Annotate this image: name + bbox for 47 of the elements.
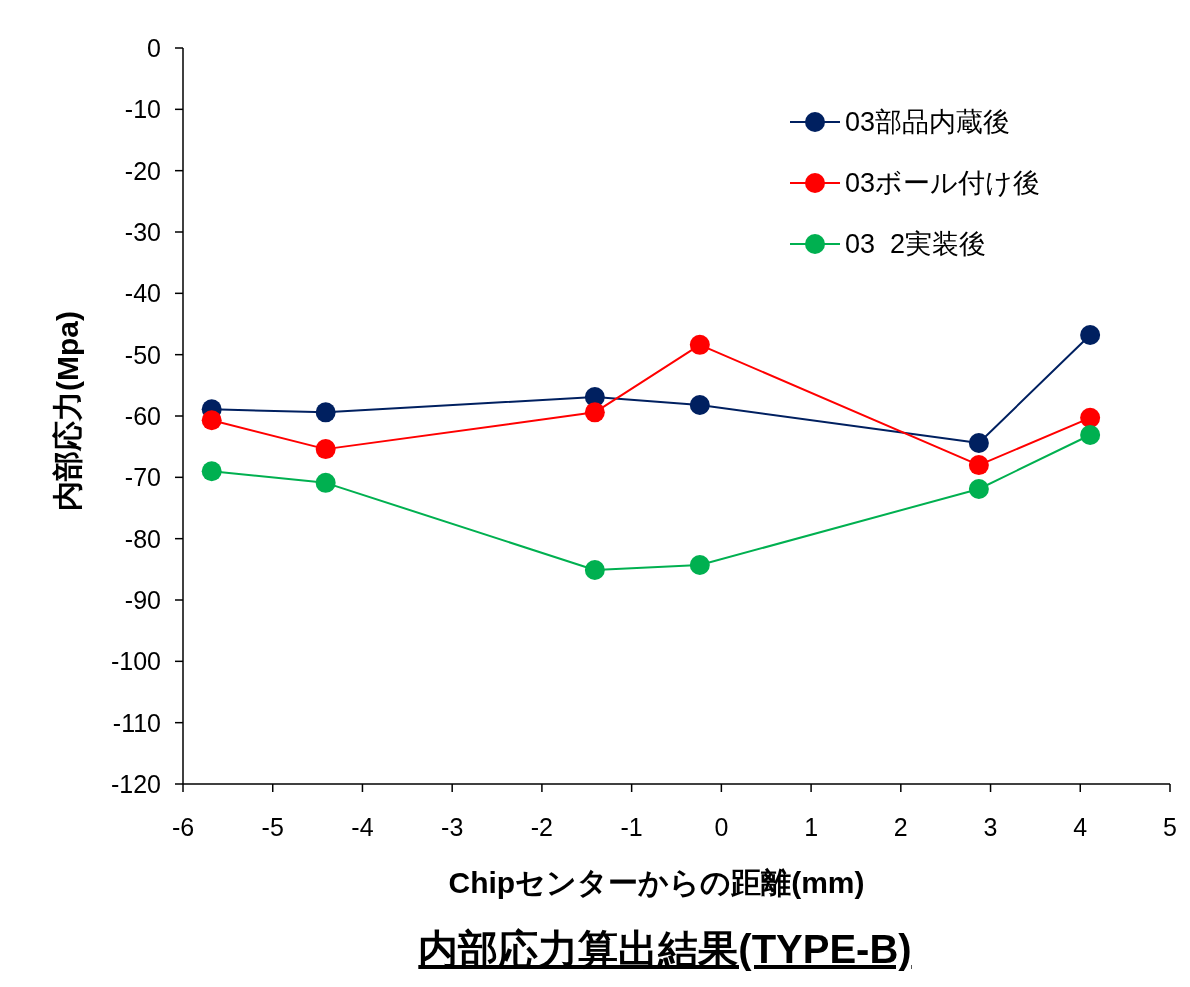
y-tick-label: -20 xyxy=(124,156,161,185)
text: 内部応力算出結果(TYPE-B) xyxy=(418,927,912,971)
x-tick-label: 2 xyxy=(893,813,908,841)
x-tick-label: 4 xyxy=(1073,813,1088,841)
x-tick-label: -3 xyxy=(441,813,464,841)
point xyxy=(315,402,336,423)
y-tick-label: -70 xyxy=(124,463,161,492)
x-tick-label: -5 xyxy=(261,813,284,841)
point xyxy=(1080,425,1101,446)
y-tick-label: -110 xyxy=(112,708,161,737)
legend-label: 03部品内蔵後 xyxy=(845,107,1011,137)
point xyxy=(968,455,989,476)
y-tick-label: -100 xyxy=(110,647,161,676)
x-tick-label: 5 xyxy=(1163,813,1177,841)
x-tick-label: -1 xyxy=(620,813,643,841)
legend-label: 03ボール付け後 xyxy=(845,168,1041,198)
x-tick-label: 1 xyxy=(804,813,819,841)
point xyxy=(315,472,336,493)
y-tick-label: 0 xyxy=(147,34,161,62)
point xyxy=(201,461,222,482)
point xyxy=(689,334,710,355)
y-tick-label: -50 xyxy=(124,340,161,369)
y-tick-label: -30 xyxy=(124,218,161,246)
point xyxy=(968,432,989,453)
point xyxy=(315,439,336,460)
point xyxy=(689,555,710,576)
x-axis-title: Chipセンターからの距離(mm) xyxy=(448,866,865,899)
y-tick-label: -60 xyxy=(124,402,161,430)
point xyxy=(689,394,710,415)
legend-label: 03 2実装後 xyxy=(845,229,987,259)
x-tick-label: 3 xyxy=(983,813,998,841)
y-tick-label: -90 xyxy=(124,586,161,614)
y-axis-title: 内部応力(Mpa) xyxy=(51,311,84,511)
x-tick-label: 0 xyxy=(714,813,729,841)
point xyxy=(201,410,222,431)
point xyxy=(584,402,605,423)
y-tick-label: -40 xyxy=(124,279,161,308)
x-tick-label: -4 xyxy=(351,813,374,841)
y-tick-label: -120 xyxy=(110,770,161,798)
point xyxy=(1080,407,1101,428)
point xyxy=(1080,325,1101,346)
point xyxy=(584,559,605,580)
point xyxy=(968,478,989,499)
y-tick-label: -80 xyxy=(124,524,161,553)
x-tick-label: -6 xyxy=(171,813,195,841)
y-tick-label: -10 xyxy=(124,95,161,124)
x-tick-label: -2 xyxy=(530,813,554,841)
